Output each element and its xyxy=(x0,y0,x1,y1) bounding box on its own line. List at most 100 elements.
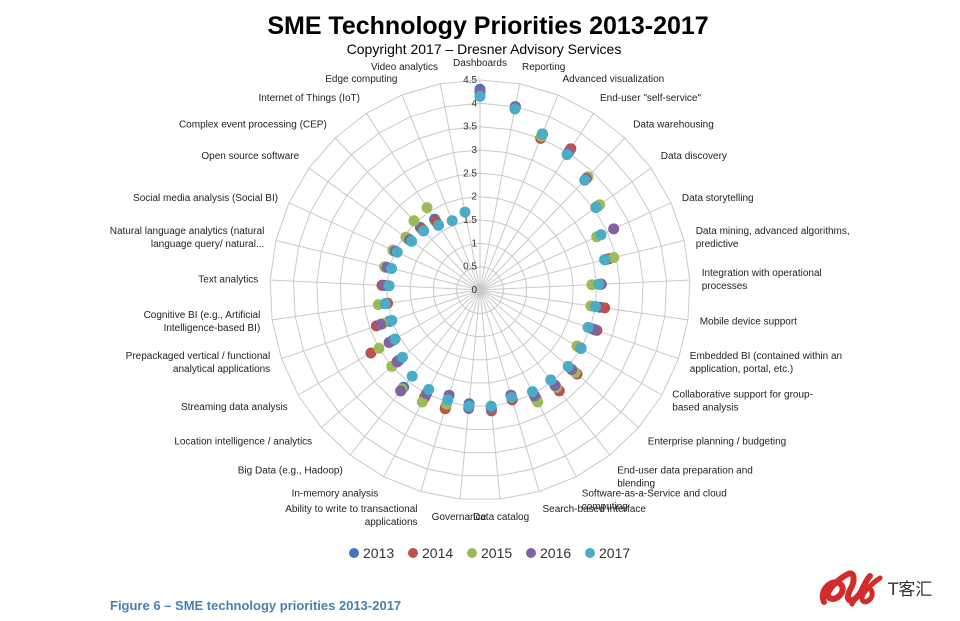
category-label: Enterprise planning / budgeting xyxy=(648,436,786,447)
legend-swatch xyxy=(467,548,477,558)
data-point xyxy=(406,235,418,247)
category-label-line: Dashboards xyxy=(453,58,507,69)
radar-grid xyxy=(269,79,691,500)
category-label: Video analytics xyxy=(371,62,438,73)
category-label-line: Mobile device support xyxy=(700,317,797,328)
category-label: Data discovery xyxy=(661,151,727,162)
grid-spoke xyxy=(479,289,577,477)
legend-item-2016: 2016 xyxy=(526,545,571,561)
category-label-line: Reporting xyxy=(522,62,565,73)
grid-spoke xyxy=(479,83,521,291)
grid-spoke xyxy=(275,240,481,291)
category-label: End-user "self-service" xyxy=(600,93,701,104)
category-label-line: Software-as-a-Service and cloud xyxy=(582,488,727,499)
category-label-line: End-user data preparation and xyxy=(617,466,753,477)
category-label-line: Prepackaged vertical / functional xyxy=(126,351,271,362)
tick-label: 1 xyxy=(471,238,477,249)
grid-spoke xyxy=(383,289,481,477)
category-label-line: Big Data (e.g., Hadoop) xyxy=(238,466,343,477)
category-label-line: Social media analysis (Social BI) xyxy=(133,193,278,204)
data-point xyxy=(365,347,377,359)
category-label: Software-as-a-Service and cloud computing xyxy=(582,488,727,512)
grid-spoke xyxy=(366,113,481,291)
category-label: Search-based interface xyxy=(543,504,647,515)
data-point xyxy=(485,400,497,412)
legend-item-2017: 2017 xyxy=(585,545,630,561)
category-label-line: analytical applications xyxy=(173,364,270,375)
data-point xyxy=(373,342,385,354)
category-label: Location intelligence / analytics xyxy=(174,436,312,447)
chart-subtitle: Copyright 2017 – Dresner Advisory Servic… xyxy=(347,41,622,57)
grid-spoke xyxy=(479,289,663,396)
category-label: Natural language analytics (natural langu… xyxy=(110,226,265,250)
category-label-line: Open source software xyxy=(201,151,299,162)
data-point xyxy=(395,385,407,397)
grid-spoke xyxy=(479,167,652,291)
grid-ring xyxy=(292,102,668,477)
legend-label: 2017 xyxy=(599,545,630,561)
grid-spoke xyxy=(270,279,481,291)
category-label-line: predictive xyxy=(696,239,739,250)
category-label: Data warehousing xyxy=(633,119,714,130)
category-label-line: Data storytelling xyxy=(682,193,754,204)
chart-legend: 2013 2014 2015 2016 2017 xyxy=(349,545,630,561)
grid-spoke xyxy=(479,137,626,291)
category-label-line: Complex event processing (CEP) xyxy=(179,119,327,130)
category-label-line: based analysis xyxy=(672,403,738,414)
category-label-line: application, portal, etc.) xyxy=(690,364,793,375)
data-point xyxy=(579,174,591,186)
category-label-line: processes xyxy=(702,281,748,292)
tick-label: 4 xyxy=(471,98,477,109)
data-point xyxy=(442,394,454,406)
data-point xyxy=(599,254,611,266)
data-point xyxy=(375,318,387,330)
grid-ring xyxy=(269,79,691,500)
tick-label: 1.5 xyxy=(463,215,477,226)
legend-item-2015: 2015 xyxy=(467,545,512,561)
grid-spoke xyxy=(479,289,611,456)
grid-spoke xyxy=(479,289,679,360)
data-point xyxy=(416,396,428,408)
category-label-line: Intelligence-based BI) xyxy=(164,323,261,334)
legend-label: 2015 xyxy=(481,545,512,561)
category-label: Complex event processing (CEP) xyxy=(179,119,327,130)
grid-spoke xyxy=(401,94,481,291)
category-label-line: In-memory analysis xyxy=(292,488,379,499)
category-label: Collaborative support for group-based an… xyxy=(672,390,813,414)
figure-caption: Figure 6 – SME technology priorities 201… xyxy=(110,598,402,613)
data-point xyxy=(608,223,620,235)
brand-logo: T客汇 xyxy=(819,570,932,607)
category-label-line: Data discovery xyxy=(661,151,727,162)
tick-label: 3 xyxy=(471,145,477,156)
data-point xyxy=(386,315,398,326)
category-label: Prepackaged vertical / functional analyti… xyxy=(126,351,271,375)
category-label-line: Text analytics xyxy=(198,274,258,285)
data-point xyxy=(590,201,602,213)
series-2017 xyxy=(379,90,611,412)
category-label-line: Internet of Things (IoT) xyxy=(258,93,360,104)
data-point xyxy=(593,278,605,290)
grid-spoke xyxy=(334,137,481,291)
category-label: Integration with operational processes xyxy=(702,268,822,292)
category-label: Reporting xyxy=(522,62,565,73)
tick-label: 2.5 xyxy=(463,168,477,179)
data-point xyxy=(526,386,538,398)
chart-title: SME Technology Priorities 2013-2017 xyxy=(267,12,708,40)
category-label-line: Data catalog xyxy=(473,512,529,523)
category-label-line: Location intelligence / analytics xyxy=(174,436,312,447)
grid-ring xyxy=(432,242,528,337)
legend-item-2013: 2013 xyxy=(349,545,394,561)
legend-label: 2016 xyxy=(540,545,571,561)
legend-label: 2014 xyxy=(422,545,453,561)
data-point xyxy=(506,392,518,403)
data-point xyxy=(459,206,471,218)
series-2015 xyxy=(372,88,620,414)
grid-ring xyxy=(339,149,621,430)
grid-ring xyxy=(456,266,504,314)
data-point xyxy=(379,298,391,310)
data-point xyxy=(509,103,521,115)
data-point xyxy=(391,246,403,258)
category-label: Data mining, advanced algorithms, predict… xyxy=(696,226,850,250)
